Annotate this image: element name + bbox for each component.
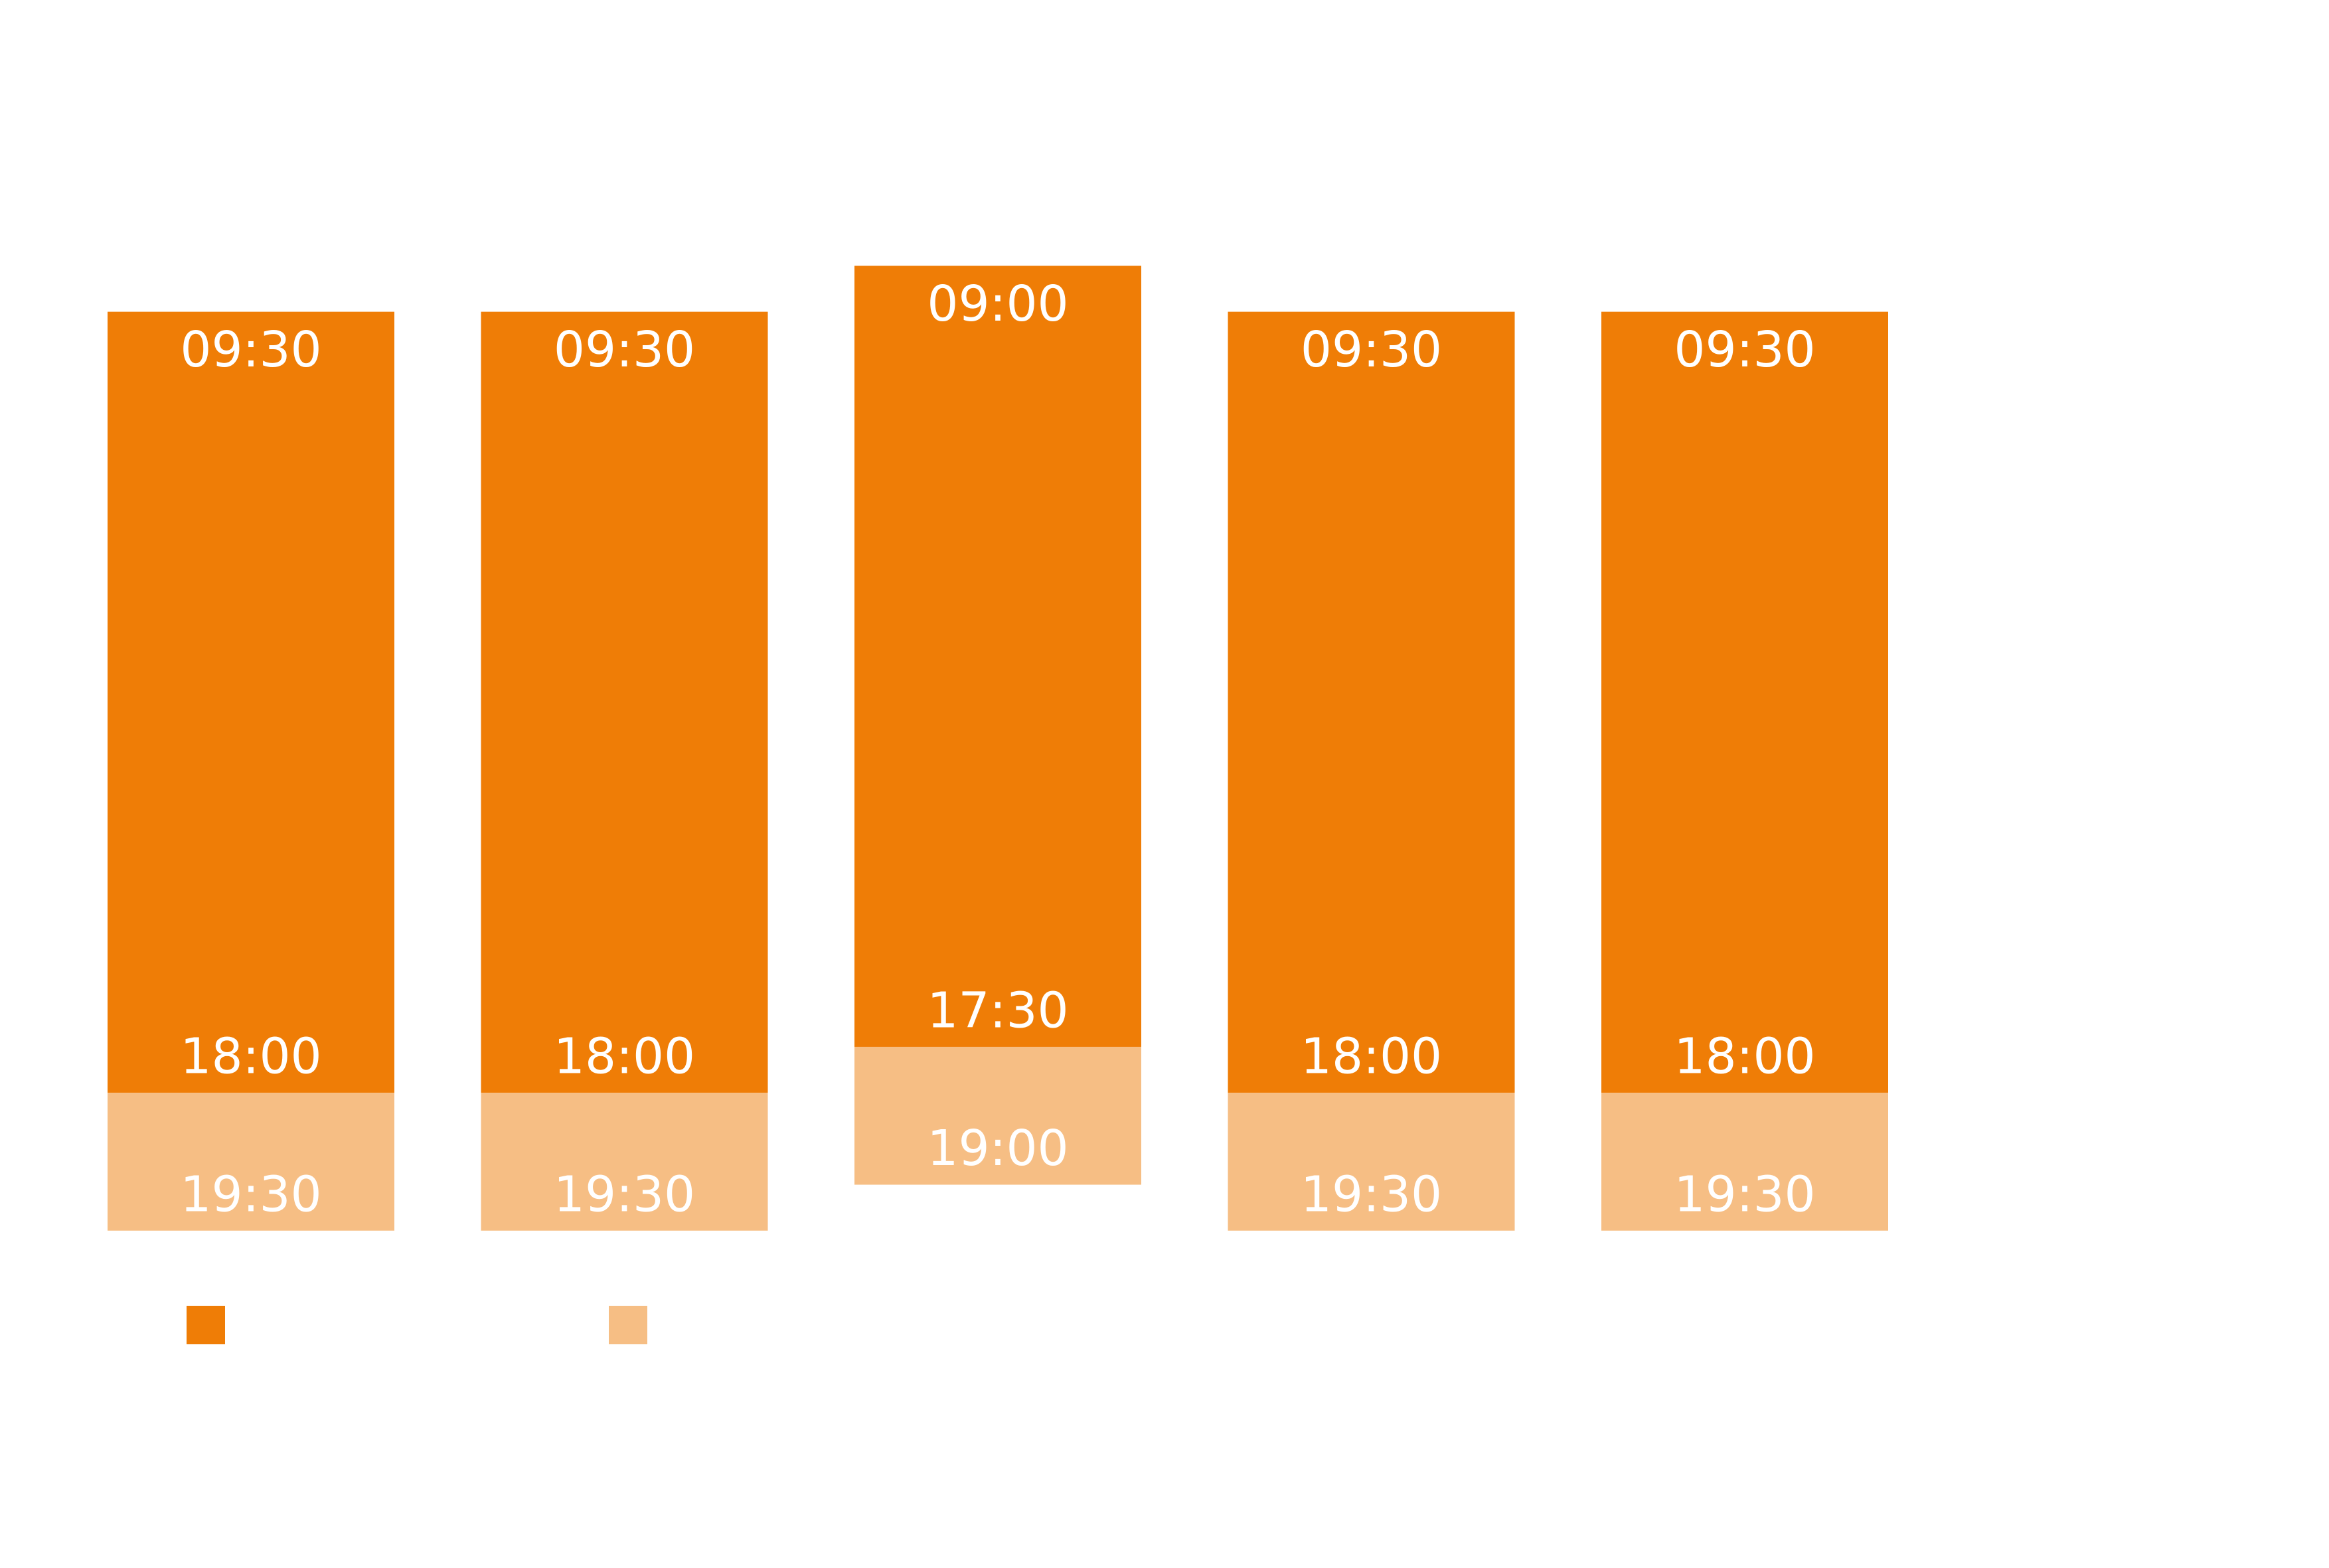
value-label: 18:00	[554, 1028, 695, 1085]
bar-segment	[481, 311, 768, 1093]
value-label: 19:30	[180, 1166, 321, 1223]
bar-segment	[1228, 311, 1515, 1093]
legend-swatch	[187, 1306, 225, 1344]
bar-segment	[854, 1046, 1141, 1185]
start-label: 09:30	[554, 321, 695, 378]
value-label: 19:30	[1301, 1166, 1442, 1223]
bar-segment	[481, 1093, 768, 1231]
start-label: 09:00	[927, 275, 1068, 333]
bar-segment	[1601, 311, 1888, 1093]
value-label: 17:30	[927, 982, 1068, 1039]
bar-segment	[854, 266, 1141, 1047]
legend-swatch	[609, 1306, 647, 1344]
value-label: 18:00	[180, 1028, 321, 1085]
value-label: 18:00	[1301, 1028, 1442, 1085]
value-label: 19:30	[554, 1166, 695, 1223]
value-label: 19:00	[927, 1120, 1068, 1177]
bar-segment	[1228, 1093, 1515, 1231]
bar-segment	[108, 311, 394, 1093]
value-label: 18:00	[1674, 1028, 1815, 1085]
start-label: 09:30	[180, 321, 321, 378]
value-label: 19:30	[1674, 1166, 1815, 1223]
start-label: 09:30	[1301, 321, 1442, 378]
bar-segment	[1601, 1093, 1888, 1231]
bar-segment	[108, 1093, 394, 1231]
start-label: 09:30	[1674, 321, 1815, 378]
